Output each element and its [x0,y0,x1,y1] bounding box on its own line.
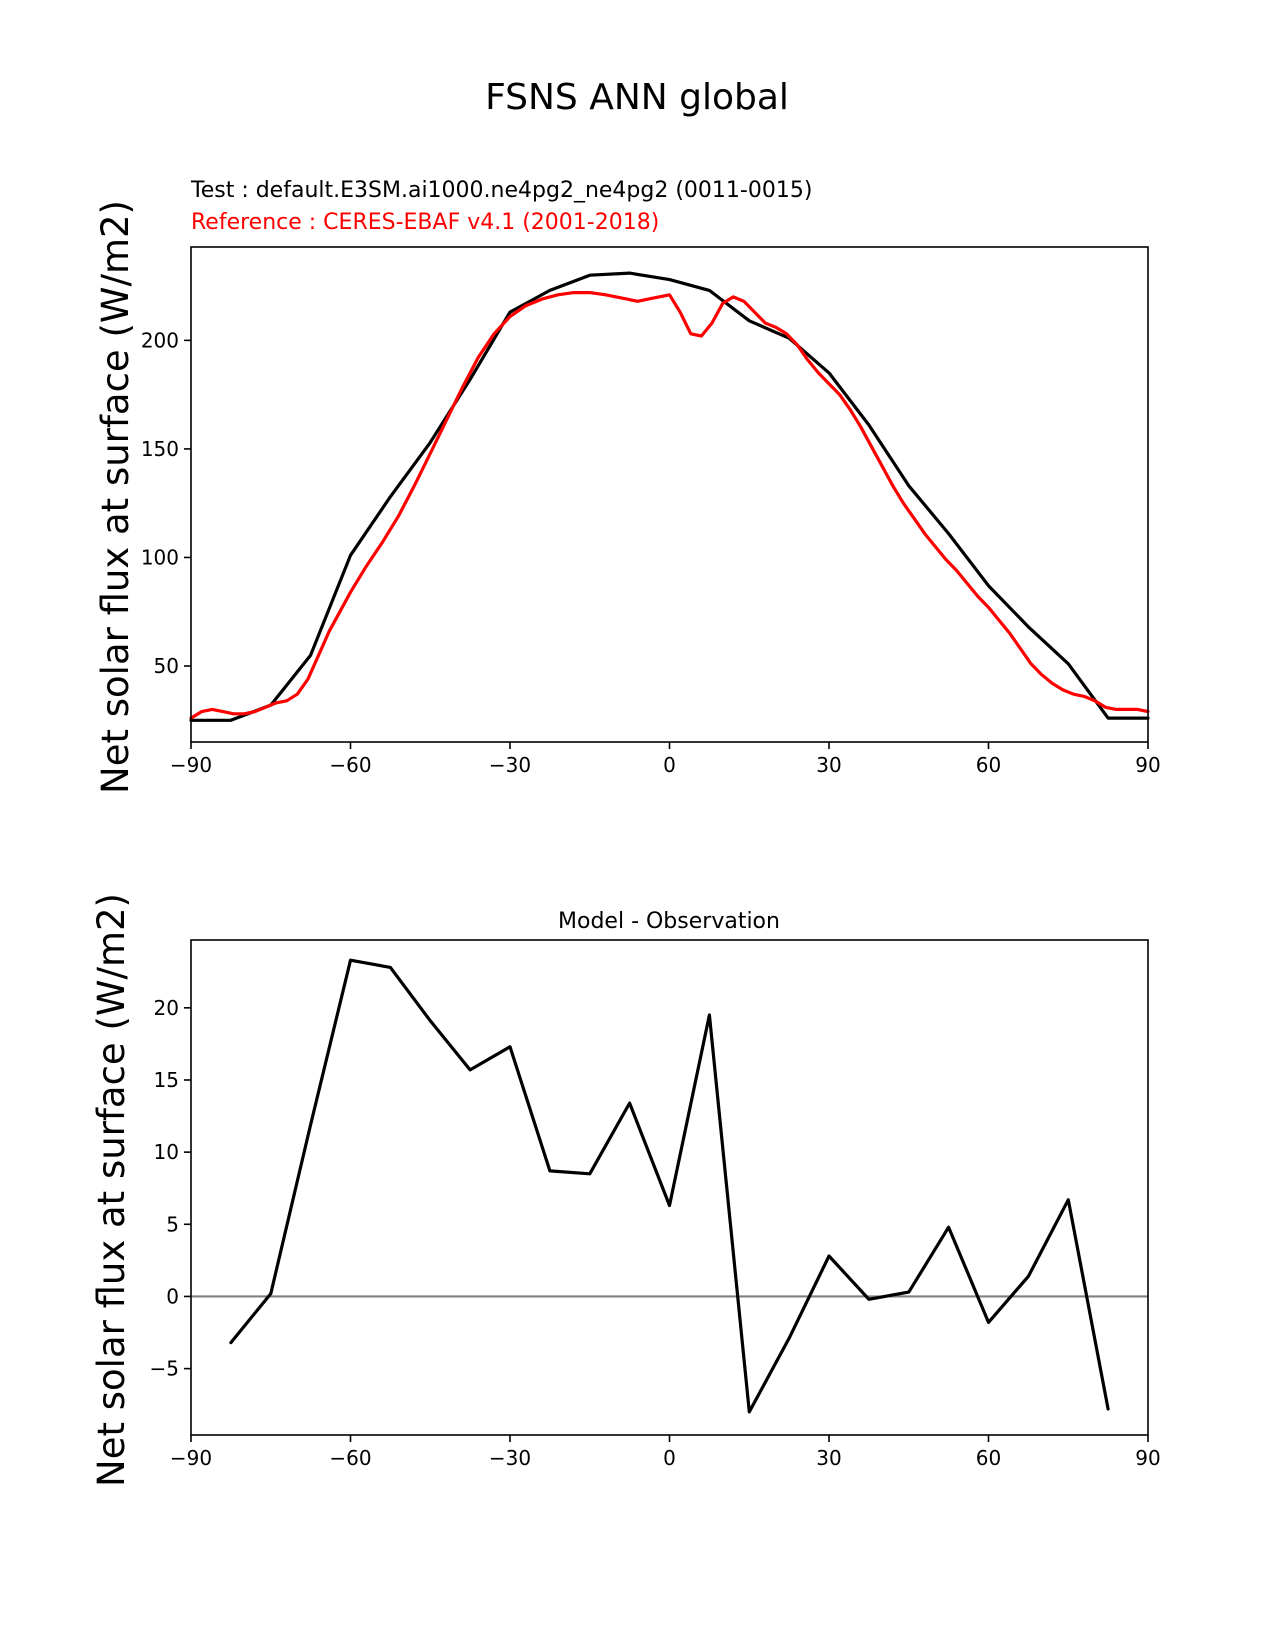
top-x-tick-label: 90 [1135,753,1160,777]
top-y-tick-label: 50 [154,654,179,678]
bottom-x-tick-label: 30 [816,1446,841,1470]
bottom-x-tick-label: 0 [663,1446,676,1470]
bottom-x-tick-label: −60 [329,1446,371,1470]
bottom-series-line-0 [229,958,1110,1414]
top-y-tick-label: 100 [141,545,179,569]
bottom-series-group [191,958,1148,1414]
bottom-ticks: −90 −60 −30 0 30 60 90 −5 0 5 10 15 20 [150,996,1161,1470]
top-y-tick-label: 200 [141,328,179,352]
top-ticks: −90 −60 −30 0 30 60 90 50 100 150 200 [141,328,1161,777]
bottom-x-tick-label: −90 [170,1446,212,1470]
bottom-axes-frame [190,939,1149,1436]
reference-label: Reference : CERES-EBAF v4.1 (2001-2018) [191,210,659,235]
top-panel: Test : default.E3SM.ai1000.ne4pg2_ne4pg2… [94,178,1161,794]
bottom-x-tick-label: 90 [1135,1446,1160,1470]
top-x-tick-label: −30 [489,753,531,777]
bottom-y-tick-label: 15 [154,1068,179,1092]
bottom-y-tick-label: −5 [150,1357,179,1381]
top-series-line-1 [189,291,1150,720]
bottom-y-tick-label: 5 [166,1212,179,1236]
top-x-tick-label: 60 [976,753,1001,777]
test-label: Test : default.E3SM.ai1000.ne4pg2_ne4pg2… [190,178,812,203]
top-x-tick-label: −60 [329,753,371,777]
bottom-y-tick-label: 20 [154,996,179,1020]
bottom-y-tick-label: 10 [154,1140,179,1164]
top-y-axis-label: Net solar flux at surface (W/m2) [94,200,137,794]
top-series-line-0 [189,271,1150,722]
figure-title: FSNS ANN global [485,77,789,118]
top-y-tick-label: 150 [141,437,179,461]
top-axes-frame [190,246,1149,743]
top-x-tick-label: −90 [170,753,212,777]
bottom-x-tick-label: 60 [976,1446,1001,1470]
top-series-group [189,271,1150,722]
bottom-y-axis-label: Net solar flux at surface (W/m2) [90,893,133,1487]
top-x-tick-label: 0 [663,753,676,777]
bottom-x-tick-label: −30 [489,1446,531,1470]
bottom-panel: Model - Observation Net solar flux at su… [90,893,1161,1487]
bottom-title: Model - Observation [558,909,780,934]
top-x-tick-label: 30 [816,753,841,777]
bottom-y-tick-label: 0 [166,1284,179,1308]
